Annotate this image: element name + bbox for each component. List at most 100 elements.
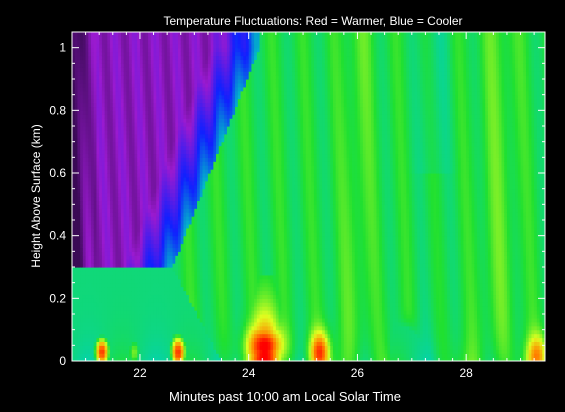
heatmap-cell: [153, 180, 157, 186]
heatmap-cell: [134, 251, 138, 256]
heatmap-cell: [139, 153, 144, 158]
heatmap-cell: [150, 321, 155, 327]
heatmap-cell: [210, 223, 214, 229]
heatmap-cell: [134, 43, 138, 49]
heatmap-cell: [153, 290, 157, 296]
heatmap-cell: [156, 263, 160, 268]
heatmap-cell: [153, 145, 157, 151]
heatmap-cell: [207, 278, 212, 284]
heatmap-cell: [96, 349, 100, 354]
heatmap-cell: [226, 137, 231, 143]
heatmap-cell: [74, 32, 79, 37]
heatmap-cell: [172, 55, 176, 61]
heatmap-cell: [202, 270, 206, 276]
heatmap-cell: [150, 345, 155, 350]
heatmap-cell: [188, 145, 193, 151]
heatmap-cell: [213, 247, 217, 252]
heatmap-cell: [175, 102, 179, 108]
heatmap-cell: [167, 216, 171, 221]
heatmap-cell: [199, 345, 204, 350]
heatmap-cell: [134, 357, 138, 361]
heatmap-cell: [123, 223, 127, 229]
heatmap-cell: [139, 196, 144, 202]
heatmap-cell: [129, 208, 133, 213]
heatmap-cell: [169, 243, 174, 249]
heatmap-cell: [210, 106, 214, 111]
heatmap-cell: [161, 212, 166, 217]
heatmap-cell: [167, 208, 171, 213]
heatmap-cell: [88, 235, 92, 241]
heatmap-cell: [134, 176, 138, 182]
heatmap-cell: [129, 188, 133, 194]
heatmap-cell: [137, 255, 141, 260]
heatmap-cell: [175, 35, 179, 41]
heatmap-cell: [139, 220, 144, 225]
heatmap-cell: [145, 270, 149, 276]
heatmap-cell: [126, 231, 130, 237]
heatmap-cell: [178, 90, 182, 96]
heatmap-cell: [221, 310, 225, 315]
heatmap-cell: [188, 294, 193, 299]
heatmap-cell: [150, 196, 155, 202]
heatmap-cell: [218, 294, 223, 299]
heatmap-cell: [167, 137, 171, 143]
heatmap-cell: [175, 165, 179, 170]
heatmap-cell: [88, 63, 92, 68]
heatmap-cell: [202, 133, 206, 139]
heatmap-cell: [229, 302, 233, 307]
heatmap-cell: [145, 169, 149, 174]
heatmap-cell: [153, 188, 157, 194]
heatmap-cell: [101, 94, 106, 100]
heatmap-cell: [82, 145, 87, 151]
heatmap-cell: [115, 110, 119, 115]
heatmap-cell: [175, 227, 179, 233]
heatmap-cell: [150, 239, 155, 245]
heatmap-cell: [104, 239, 108, 245]
heatmap-cell: [153, 169, 157, 174]
heatmap-cell: [153, 106, 157, 111]
heatmap-cell: [131, 86, 136, 92]
heatmap-cell: [99, 259, 103, 264]
heatmap-cell: [202, 204, 206, 209]
heatmap-cell: [80, 153, 84, 158]
heatmap-cell: [101, 122, 106, 127]
heatmap-cell: [210, 259, 214, 264]
heatmap-cell: [93, 345, 98, 350]
heatmap-cell: [226, 188, 231, 194]
heatmap-cell: [134, 341, 138, 346]
heatmap-cell: [213, 102, 217, 108]
heatmap-cell: [167, 122, 171, 127]
heatmap-cell: [175, 126, 179, 131]
heatmap-cell: [101, 192, 106, 198]
heatmap-cell: [74, 341, 79, 346]
heatmap-cell: [148, 161, 152, 166]
heatmap-cell: [183, 118, 187, 123]
heatmap-cell: [218, 200, 223, 205]
heatmap-cell: [145, 114, 149, 119]
heatmap-cell: [186, 192, 190, 198]
heatmap-cell: [145, 176, 149, 182]
heatmap-cell: [226, 63, 231, 68]
heatmap-cell: [169, 349, 174, 354]
heatmap-cell: [126, 192, 130, 198]
heatmap-cell: [85, 82, 89, 88]
heatmap-cell: [186, 79, 190, 84]
heatmap-cell: [85, 188, 89, 194]
heatmap-cell: [118, 161, 122, 166]
heatmap-cell: [226, 216, 231, 221]
heatmap-cell: [186, 317, 190, 323]
heatmap-cell: [120, 247, 125, 252]
heatmap-cell: [199, 133, 204, 139]
heatmap-cell: [194, 126, 198, 131]
heatmap-cell: [74, 251, 79, 256]
heatmap-cell: [167, 204, 171, 209]
heatmap-cell: [74, 321, 79, 327]
heatmap-cell: [99, 314, 103, 319]
heatmap-cell: [80, 278, 84, 284]
heatmap-cell: [205, 47, 209, 53]
heatmap-cell: [202, 145, 206, 151]
heatmap-cell: [207, 243, 212, 249]
heatmap-cell: [101, 255, 106, 260]
heatmap-cell: [148, 227, 152, 233]
heatmap-cell: [120, 243, 125, 249]
